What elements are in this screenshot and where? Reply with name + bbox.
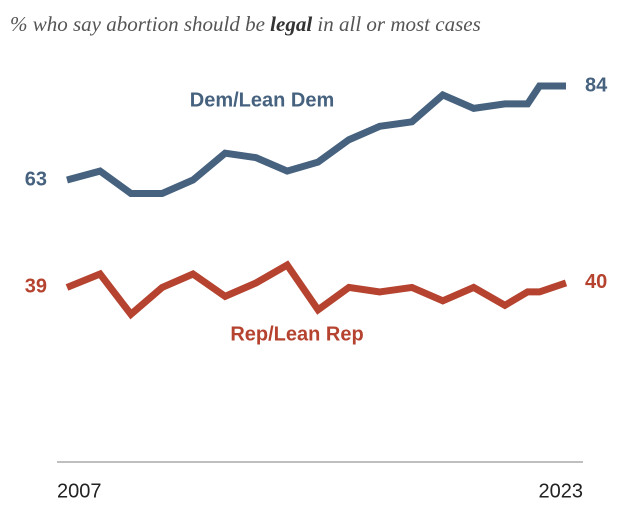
title-part: in all or most cases bbox=[312, 12, 481, 36]
series-label: Rep/Lean Rep bbox=[230, 323, 363, 345]
x-tick-label: 2023 bbox=[539, 480, 584, 502]
title-emphasis: legal bbox=[270, 12, 312, 36]
start-value-label: 63 bbox=[25, 168, 47, 190]
chart-title: % who say abortion should be legal in al… bbox=[10, 12, 481, 36]
start-value-label: 39 bbox=[25, 276, 47, 298]
series-line bbox=[65, 260, 568, 320]
series-line bbox=[66, 82, 566, 197]
end-value-label: 84 bbox=[585, 74, 608, 96]
x-tick-label: 2007 bbox=[57, 480, 102, 502]
series-label: Dem/Lean Dem bbox=[190, 89, 335, 111]
title-part: % who say abortion should be bbox=[10, 12, 270, 36]
end-value-label: 40 bbox=[585, 271, 607, 293]
